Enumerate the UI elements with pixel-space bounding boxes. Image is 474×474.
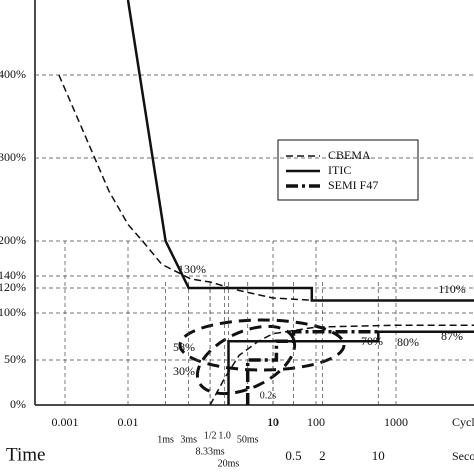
annotation: 130% bbox=[178, 262, 206, 276]
annotation: 0.2s bbox=[260, 390, 277, 401]
series-line bbox=[126, 0, 474, 302]
y-tick-label: 0% bbox=[10, 397, 26, 411]
x-tick-label: 10 bbox=[267, 415, 279, 429]
annotation: 87% bbox=[441, 329, 463, 343]
x-axis-label: Cycles bbox=[452, 415, 474, 429]
time-tick-label: 3ms bbox=[180, 434, 197, 445]
annotation: 110% bbox=[438, 282, 466, 296]
time-tick-label: 2 bbox=[319, 448, 326, 463]
y-tick-label: 400% bbox=[0, 67, 26, 81]
x-tick-label: 0.01 bbox=[118, 415, 139, 429]
series-line bbox=[227, 330, 474, 405]
y-tick-label: 120% bbox=[0, 280, 26, 294]
time-title: Time bbox=[6, 444, 45, 465]
time-tick-label: 1.0 bbox=[218, 430, 231, 441]
y-tick-label: 200% bbox=[0, 233, 26, 247]
series-line bbox=[245, 330, 379, 405]
time-tick-label: 1/2 bbox=[204, 430, 217, 441]
annotation: 70% bbox=[361, 334, 383, 348]
time-tick-label: 0.5 bbox=[285, 448, 301, 463]
time-tick-label: 8.33ms bbox=[196, 446, 225, 457]
annotation: 30% bbox=[173, 364, 195, 378]
time-tick-label: 50ms bbox=[237, 434, 259, 445]
y-tick-label: 140% bbox=[0, 268, 26, 282]
y-tick-label: 300% bbox=[0, 150, 26, 164]
annotation: 58% bbox=[173, 340, 195, 354]
x-tick-label: 1000 bbox=[384, 415, 408, 429]
legend-label: CBEMA bbox=[328, 148, 371, 162]
highlight-ellipse bbox=[178, 318, 346, 372]
legend-label: SEMI F47 bbox=[328, 178, 378, 192]
time-unit: Seconds bbox=[452, 449, 474, 463]
annotation: 80% bbox=[397, 335, 419, 349]
x-tick-label: 0.001 bbox=[52, 415, 79, 429]
time-tick-label: 1ms bbox=[157, 434, 174, 445]
time-tick-label: 10 bbox=[268, 417, 278, 428]
y-tick-label: 50% bbox=[4, 352, 26, 366]
legend-label: ITIC bbox=[328, 163, 351, 177]
time-tick-label: 10 bbox=[372, 448, 385, 463]
time-tick-label: 20ms bbox=[218, 458, 240, 469]
x-tick-label: 100 bbox=[307, 415, 325, 429]
series-line bbox=[209, 324, 474, 406]
y-tick-label: 100% bbox=[0, 305, 26, 319]
highlight-ellipse bbox=[195, 324, 297, 396]
